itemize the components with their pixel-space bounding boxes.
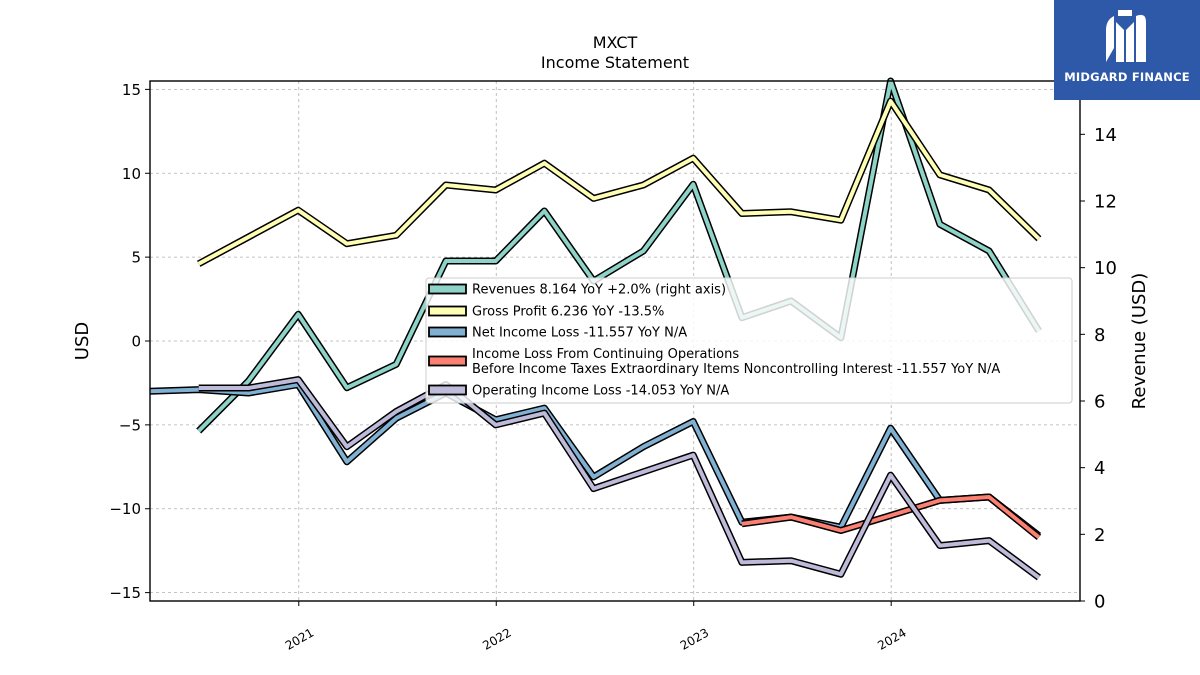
series-core bbox=[197, 79, 1041, 433]
x-tick-label: 2023 bbox=[678, 625, 711, 652]
midgard-finance-logo: MIDGARD FINANCE bbox=[1054, 0, 1200, 100]
y-tick-label-right: 0 bbox=[1094, 592, 1105, 613]
series-line bbox=[741, 493, 1042, 541]
chart-subtitle: Income Statement bbox=[541, 53, 689, 72]
legend-swatch bbox=[428, 305, 467, 317]
y-tick-label-left: 10 bbox=[122, 165, 141, 183]
y-tick-label-left: 15 bbox=[122, 81, 141, 99]
legend: Revenues 8.164 YoY +2.0% (right axis) Gro… bbox=[425, 277, 1073, 404]
logo-text: MIDGARD FINANCE bbox=[1064, 70, 1190, 84]
y-tick-label-right: 8 bbox=[1094, 325, 1105, 346]
legend-swatch bbox=[428, 326, 467, 338]
y-tick-label-right: 12 bbox=[1094, 192, 1117, 213]
legend-label: Gross Profit 6.236 YoY -13.5% bbox=[472, 305, 664, 320]
legend-swatch bbox=[428, 283, 467, 295]
axes: −15 −10 −5 0 5 10 15 0 2 4 6 8 10 12 14 2021 2022 2023 202… bbox=[109, 80, 1117, 653]
y-tick-label-right: 6 bbox=[1094, 392, 1105, 413]
series-core bbox=[741, 495, 1041, 539]
legend-box bbox=[425, 277, 1073, 404]
series-core bbox=[197, 99, 1041, 266]
y-tick-label-right: 10 bbox=[1094, 258, 1117, 279]
y-axis-label-right: Revenue (USD) bbox=[1129, 273, 1150, 410]
legend-label: Operating Income Loss -14.053 YoY N/A bbox=[472, 384, 729, 399]
legend-label: Net Income Loss -11.557 YoY N/A bbox=[472, 326, 687, 341]
x-tick-label: 2021 bbox=[283, 625, 316, 652]
y-tick-label-right: 14 bbox=[1094, 125, 1117, 146]
series-line bbox=[197, 97, 1042, 267]
x-tick-label: 2024 bbox=[875, 625, 908, 652]
y-axis-label-left: USD bbox=[72, 322, 93, 360]
legend-swatch bbox=[428, 355, 467, 367]
series-line bbox=[196, 77, 1042, 434]
y-tick-label-right: 4 bbox=[1094, 458, 1105, 479]
x-tick-label: 2022 bbox=[480, 625, 513, 652]
chart-title: MXCT bbox=[593, 33, 638, 52]
y-tick-label-left: −15 bbox=[109, 584, 141, 602]
legend-swatch bbox=[428, 384, 467, 396]
series-core bbox=[198, 377, 1041, 580]
series-lines bbox=[149, 77, 1042, 581]
legend-label: Income Loss From Continuing Operations Be… bbox=[472, 347, 1000, 377]
logo-mark-icon bbox=[1106, 10, 1146, 62]
legend-label: Revenues 8.164 YoY +2.0% (right axis) bbox=[472, 283, 726, 298]
series-line bbox=[198, 376, 1041, 581]
y-tick-label-left: 0 bbox=[131, 333, 141, 351]
y-tick-label-left: −5 bbox=[119, 416, 141, 434]
y-tick-label-left: −10 bbox=[109, 500, 141, 518]
series-outline bbox=[197, 97, 1042, 267]
y-tick-label-right: 2 bbox=[1094, 525, 1105, 546]
y-tick-label-left: 5 bbox=[131, 249, 141, 267]
